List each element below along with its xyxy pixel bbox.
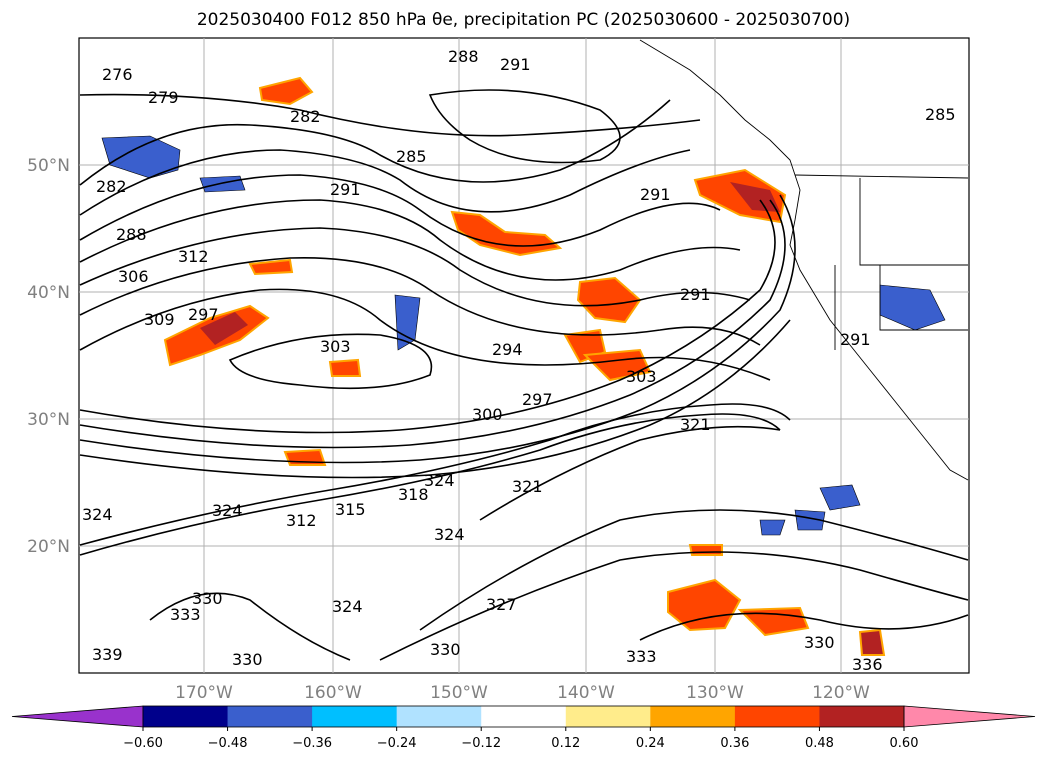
contour-label: 291 — [500, 55, 531, 74]
colorbar-tick-label: 0.12 — [551, 736, 580, 751]
contour-label: 324 — [82, 505, 113, 524]
latitude-labels: 50°N 40°N 30°N 20°N — [27, 156, 70, 557]
contour-label: 321 — [680, 415, 711, 434]
contour-label: 291 — [330, 180, 361, 199]
colorbar-extend-high — [903, 705, 1036, 728]
contour-label: 330 — [192, 589, 223, 608]
lat-label: 20°N — [27, 537, 70, 557]
lon-label: 120°W — [812, 683, 870, 703]
theta-e-contours — [79, 89, 969, 661]
colorbar-tick-label: 0.24 — [636, 736, 665, 751]
contour-label: 285 — [396, 147, 427, 166]
contour-label: 330 — [430, 640, 461, 659]
colorbar-segment — [227, 706, 313, 727]
contour-label: 297 — [522, 390, 553, 409]
lon-label: 150°W — [430, 683, 488, 703]
contour-label: 303 — [320, 337, 351, 356]
map-title: 2025030400 F012 850 hPa θe, precipitatio… — [196, 10, 851, 30]
contour-label: 291 — [840, 330, 871, 349]
contour-label: 291 — [680, 285, 711, 304]
colorbar-tick-label: −0.24 — [377, 736, 417, 751]
coastlines — [639, 39, 969, 481]
colorbar-tick-label: 0.48 — [805, 736, 834, 751]
graticule — [79, 38, 969, 673]
contour-label: 297 — [188, 305, 219, 324]
contour-label: 327 — [486, 595, 517, 614]
contour-label: 336 — [852, 655, 883, 674]
colorbar-segment — [481, 706, 567, 727]
colorbar-segment — [143, 706, 229, 727]
colorbar-segment — [650, 706, 736, 727]
contour-label: 276 — [102, 65, 133, 84]
colorbar-segment — [396, 706, 482, 727]
colorbar-tick-label: 0.60 — [890, 736, 919, 751]
contour-labels: 276 279 282 282 285 285 288 288 291 291 … — [82, 47, 956, 674]
precip-shading — [101, 76, 946, 656]
contour-label: 312 — [178, 247, 209, 266]
lon-label: 140°W — [557, 683, 615, 703]
contour-label: 282 — [96, 177, 127, 196]
lat-label: 30°N — [27, 410, 70, 430]
colorbar-tick-label: −0.36 — [292, 736, 332, 751]
colorbar-segment — [565, 706, 651, 727]
contour-label: 294 — [492, 340, 523, 359]
map-frame — [78, 37, 970, 674]
contour-label: 306 — [118, 267, 149, 286]
lat-label: 50°N — [27, 156, 70, 176]
contour-label: 285 — [925, 105, 956, 124]
longitude-labels: 170°W 160°W 150°W 140°W 130°W 120°W — [175, 683, 870, 703]
colorbar: −0.60 −0.48 −0.36 −0.24 −0.12 0.12 0.24 0.36 0.4… — [11, 705, 1036, 751]
lon-label: 130°W — [686, 683, 744, 703]
colorbar-tick-label: −0.12 — [461, 736, 501, 751]
contour-label: 300 — [472, 405, 503, 424]
contour-label: 309 — [144, 310, 175, 329]
contour-label: 303 — [626, 367, 657, 386]
contour-label: 318 — [398, 485, 429, 504]
contour-label: 324 — [332, 597, 363, 616]
contour-label: 324 — [212, 501, 243, 520]
contour-label: 339 — [92, 645, 123, 664]
colorbar-tick-label: −0.48 — [208, 736, 248, 751]
contour-label: 330 — [232, 650, 263, 669]
colorbar-segment — [819, 706, 905, 727]
colorbar-tick-label: 0.36 — [720, 736, 749, 751]
colorbar-border — [142, 705, 905, 728]
lon-label: 170°W — [175, 683, 233, 703]
lon-label: 160°W — [304, 683, 362, 703]
contour-label: 333 — [170, 605, 201, 624]
colorbar-extend-low — [11, 705, 144, 728]
colorbar-tick-label: −0.60 — [123, 736, 163, 751]
lat-label: 40°N — [27, 283, 70, 303]
colorbar-segment — [734, 706, 820, 727]
contour-label: 324 — [424, 471, 455, 490]
contour-label: 312 — [286, 511, 317, 530]
colorbar-segment — [312, 706, 398, 727]
contour-label: 315 — [335, 500, 366, 519]
contour-label: 330 — [804, 633, 835, 652]
contour-label: 279 — [148, 88, 179, 107]
contour-label: 288 — [448, 47, 479, 66]
contour-label: 321 — [512, 477, 543, 496]
contour-label: 288 — [116, 225, 147, 244]
contour-label: 324 — [434, 525, 465, 544]
contour-label: 282 — [290, 107, 321, 126]
contour-label: 333 — [626, 647, 657, 666]
contour-label: 291 — [640, 185, 671, 204]
